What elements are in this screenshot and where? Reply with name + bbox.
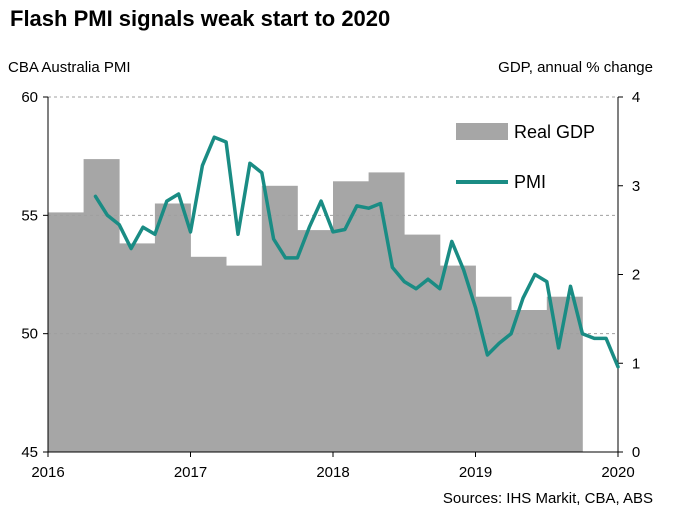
left-axis-label: CBA Australia PMI: [8, 59, 131, 76]
left-tick-label: 55: [21, 207, 38, 224]
left-tick-label: 60: [21, 89, 38, 106]
gdp-bar: [439, 265, 476, 452]
right-tick-label: 3: [632, 178, 640, 195]
gdp-bar: [475, 296, 512, 452]
chart-title: Flash PMI signals weak start to 2020: [10, 6, 391, 31]
right-axis-label: GDP, annual % change: [498, 59, 653, 76]
x-tick-label: 2020: [601, 464, 634, 481]
gdp-bar: [48, 212, 84, 452]
source-note: Sources: IHS Markit, CBA, ABS: [442, 490, 653, 507]
right-tick-label: 4: [632, 89, 640, 106]
x-tick-label: 2016: [31, 464, 64, 481]
gdp-bar: [261, 185, 298, 453]
x-tick-label: 2018: [316, 464, 349, 481]
gdp-bar: [404, 234, 441, 452]
pmi-line: [93, 135, 620, 369]
right-tick-label: 0: [632, 444, 640, 461]
gdp-bar: [154, 203, 191, 452]
gdp-bar: [190, 256, 227, 453]
left-tick-label: 50: [21, 326, 38, 343]
gdp-bar: [511, 310, 548, 452]
legend-pmi-label: PMI: [514, 172, 546, 192]
right-tick-label: 2: [632, 267, 640, 284]
gdp-bar: [297, 230, 334, 452]
right-tick-label: 1: [632, 355, 640, 372]
gdp-bar: [226, 265, 263, 452]
legend-gdp-swatch: [456, 123, 508, 140]
x-tick-label: 2019: [459, 464, 492, 481]
legend-gdp-label: Real GDP: [514, 122, 595, 142]
gdp-bar: [368, 172, 405, 452]
left-tick-label: 45: [21, 444, 38, 461]
gdp-bar: [119, 243, 156, 452]
gdp-bar: [333, 181, 369, 453]
x-tick-label: 2017: [174, 464, 207, 481]
